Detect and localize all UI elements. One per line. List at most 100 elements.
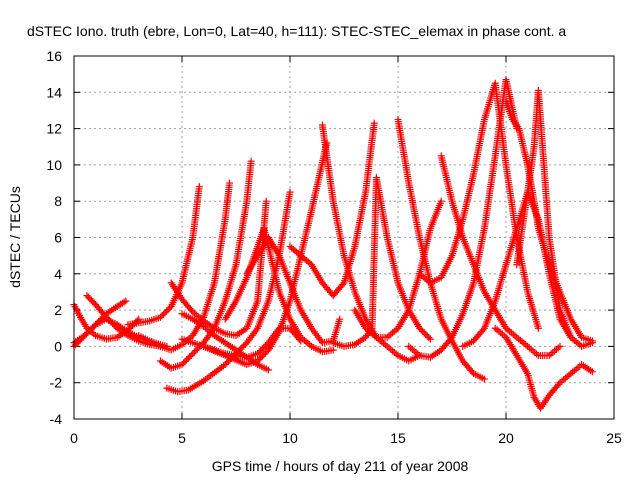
data-point: [339, 280, 347, 288]
data-point: [189, 350, 197, 358]
data-point: [90, 330, 98, 338]
data-point: [419, 327, 427, 335]
data-point: [81, 332, 89, 340]
data-point: [187, 306, 195, 314]
grid: [74, 56, 614, 419]
data-point: [156, 313, 164, 321]
data-point: [93, 319, 101, 327]
data-point: [257, 354, 265, 362]
data-point: [422, 330, 430, 338]
data-point: [417, 326, 425, 334]
tick-labels: 0 5 10 15 20 25 -4 -2 0 2 4 6 8 10 12 14 16: [46, 48, 622, 446]
data-point: [122, 297, 130, 305]
y-tick-label: -2: [50, 375, 63, 391]
data-point: [126, 325, 134, 333]
data-point: [447, 335, 455, 343]
data-point: [158, 312, 166, 320]
data-series: [329, 174, 434, 350]
data-series: [70, 297, 130, 347]
data-point: [192, 347, 200, 355]
data-point: [98, 314, 106, 322]
data-point: [183, 356, 191, 364]
data-point: [120, 298, 128, 306]
data-point: [95, 318, 103, 326]
data-point: [420, 329, 428, 337]
data-point: [479, 326, 487, 334]
data-point: [262, 197, 270, 205]
data-point: [221, 361, 229, 369]
y-tick-label: 14: [46, 84, 62, 100]
data-series: [70, 301, 143, 343]
data-point: [254, 357, 262, 365]
data-point: [588, 368, 596, 376]
plot-frame: [73, 55, 615, 420]
data-series: [124, 183, 203, 329]
data-series: [502, 97, 596, 345]
data-point: [187, 351, 195, 359]
data-point: [437, 197, 445, 205]
data-point: [534, 324, 542, 332]
x-tick-label: 5: [178, 430, 186, 446]
x-tick-label: 20: [498, 430, 514, 446]
data-point: [90, 322, 98, 330]
data-point: [255, 355, 263, 363]
x-tick-label: 0: [70, 430, 78, 446]
data-point: [110, 321, 118, 329]
data-series: [437, 152, 564, 359]
data-point: [226, 179, 234, 187]
data-point: [87, 325, 95, 333]
data-series: [243, 234, 344, 347]
data-point: [257, 347, 265, 355]
data-point: [180, 359, 188, 367]
y-tick-label: 6: [54, 230, 62, 246]
data-point: [161, 309, 169, 317]
data-point: [164, 306, 172, 314]
data-point: [555, 380, 563, 388]
data-point: [92, 321, 100, 329]
data-series: [318, 121, 424, 365]
data-point: [258, 345, 266, 353]
y-tick-label: 10: [46, 157, 62, 173]
data-point: [468, 368, 476, 376]
y-tick-label: 8: [54, 193, 62, 209]
data-point: [107, 318, 115, 326]
data-point: [255, 348, 263, 356]
data-point: [247, 157, 255, 165]
data-point: [96, 316, 104, 324]
data-point: [260, 351, 268, 359]
x-tick-label: 25: [606, 430, 622, 446]
data-point: [104, 315, 112, 323]
data-series: [286, 119, 378, 300]
data-point: [264, 366, 272, 374]
y-tick-label: 12: [46, 121, 62, 137]
data-point: [178, 361, 186, 369]
data-point: [329, 346, 337, 354]
data-series: [513, 86, 596, 350]
data-point: [184, 354, 192, 362]
data-point: [105, 316, 113, 324]
data-point: [258, 352, 266, 360]
data-point: [85, 327, 93, 335]
data-point: [240, 342, 248, 350]
data-point: [423, 332, 431, 340]
data-point: [588, 339, 596, 347]
y-tick-label: 0: [54, 338, 62, 354]
y-tick-label: 16: [46, 48, 62, 64]
data-point: [416, 324, 424, 332]
data-point: [109, 320, 117, 328]
data-point: [166, 304, 174, 312]
y-tick-label: -4: [50, 411, 63, 427]
data-point: [223, 359, 231, 367]
x-axis-label: GPS time / hours of day 211 of year 2008: [212, 458, 469, 474]
data-point: [238, 343, 246, 351]
data-point: [260, 343, 268, 351]
data-point: [556, 342, 564, 350]
data-point: [370, 119, 378, 127]
y-axis-label: dSTEC / TECUs: [7, 186, 23, 288]
data-point: [99, 313, 107, 321]
chart-title: dSTEC Iono. truth (ebre, Lon=0, Lat=40, …: [27, 23, 566, 39]
y-tick-label: 2: [54, 302, 62, 318]
x-tick-label: 15: [390, 430, 406, 446]
data-series: [491, 324, 596, 412]
